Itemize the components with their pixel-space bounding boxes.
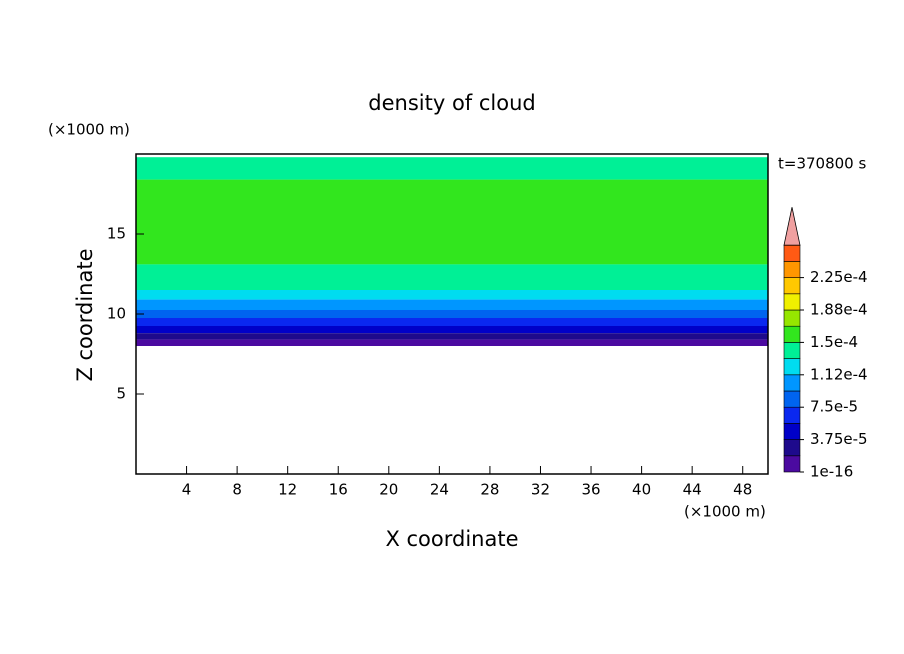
colorbar-tick-label: 1e-16 — [810, 463, 853, 481]
y-tick-label: 5 — [116, 385, 126, 403]
x-tick-label: 16 — [329, 481, 348, 499]
colorbar-band — [783, 439, 801, 457]
colorbar-tick-label: 1.12e-4 — [810, 365, 868, 383]
colorbar-band — [783, 455, 801, 473]
colorbar-band — [783, 244, 801, 262]
colorbar-band — [783, 423, 801, 440]
contour-band — [136, 157, 768, 180]
x-tick-label: 32 — [531, 481, 550, 499]
colorbar-band — [783, 309, 801, 327]
colorbar-band — [783, 342, 801, 359]
x-tick-label: 24 — [430, 481, 449, 499]
contour-band — [136, 299, 768, 310]
contour-band — [136, 318, 768, 326]
colorbar-tick-label: 2.25e-4 — [810, 268, 868, 286]
x-tick-label: 44 — [683, 481, 702, 499]
y-axis-label: Z coordinate — [73, 248, 97, 381]
contour-band — [136, 264, 768, 290]
y-tick-label: 10 — [107, 305, 126, 323]
x-tick-label: 36 — [581, 481, 600, 499]
colorbar-band — [783, 358, 801, 376]
colorbar-tick-label: 1.88e-4 — [810, 301, 868, 319]
colorbar-overflow — [783, 207, 801, 246]
colorbar-band — [783, 406, 801, 424]
colorbar-band — [783, 293, 801, 311]
colorbar-band — [783, 390, 801, 408]
x-tick-label: 40 — [632, 481, 651, 499]
annotation: t=370800 s — [778, 155, 866, 173]
y-unit: (×1000 m) — [48, 121, 130, 139]
x-unit: (×1000 m) — [684, 503, 766, 521]
colorbar-tick-label: 7.5e-5 — [810, 398, 858, 416]
contour-band — [136, 326, 768, 334]
contour-band — [136, 333, 768, 340]
x-tick-label: 4 — [182, 481, 192, 499]
colorbar-band — [783, 261, 801, 278]
contour-band — [136, 339, 768, 346]
x-axis-label: X coordinate — [385, 527, 518, 551]
x-tick-label: 20 — [379, 481, 398, 499]
colorbar-tick-label: 1.5e-4 — [810, 333, 858, 351]
x-tick-label: 28 — [480, 481, 499, 499]
x-tick-label: 48 — [733, 481, 752, 499]
colorbar-band — [783, 277, 801, 295]
chart-title: density of cloud — [368, 91, 535, 115]
x-tick-label: 8 — [232, 481, 242, 499]
colorbar-band — [783, 374, 801, 392]
contour-band — [136, 290, 768, 300]
x-tick-label: 12 — [278, 481, 297, 499]
colorbar-band — [783, 325, 801, 343]
contour-band — [136, 179, 768, 265]
y-tick-label: 15 — [107, 225, 126, 243]
contour-band — [136, 310, 768, 318]
colorbar-tick-label: 3.75e-5 — [810, 430, 868, 448]
